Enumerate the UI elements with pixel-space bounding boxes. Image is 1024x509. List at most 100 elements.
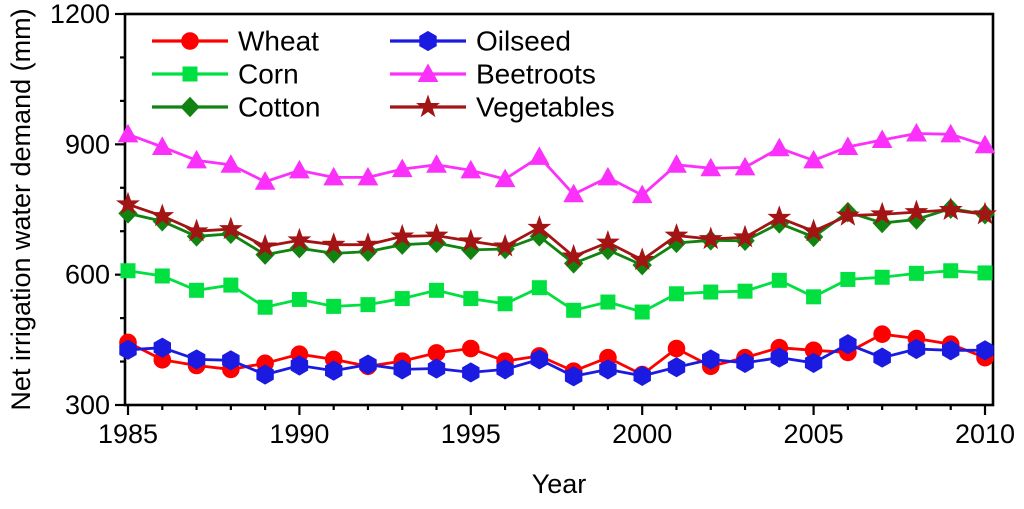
- series-oilseed-point: [153, 337, 171, 358]
- series-corn-point: [908, 265, 924, 281]
- series-beetroots-point: [289, 159, 310, 179]
- series-vegetables-point: [150, 203, 175, 227]
- series-corn-point: [634, 304, 650, 320]
- series-oilseed-point: [804, 352, 823, 373]
- series-oilseed-point: [496, 359, 514, 380]
- y-axis-title: Net irrigation water demand (mm): [6, 8, 36, 410]
- series-oilseed-point: [427, 358, 446, 379]
- y-tick-label: 900: [65, 129, 110, 159]
- series-beetroots-point: [631, 184, 653, 204]
- series-vegetables-point: [527, 215, 552, 238]
- series-wheat-point: [462, 339, 480, 358]
- legend-label: Beetroots: [476, 59, 596, 90]
- series-vegetables-point: [424, 223, 449, 246]
- legend-marker-triangle-icon: [417, 63, 439, 82]
- series-oilseed-point: [839, 334, 857, 355]
- series-oilseed-point: [736, 352, 754, 373]
- y-axis: 300 600 900 1200: [50, 0, 125, 420]
- series-oilseed-point: [770, 347, 788, 368]
- x-tick-label: 1995: [441, 419, 501, 449]
- series-corn-point: [223, 277, 239, 293]
- series-oilseed-point: [633, 365, 651, 386]
- legend-item-oilseed: Oilseed: [390, 26, 571, 57]
- series-corn-point: [703, 284, 719, 300]
- series-beetroots-line: [127, 132, 986, 197]
- legend-marker-diamond-icon: [180, 96, 200, 118]
- series-vegetables-point: [698, 226, 723, 250]
- series-vegetables-point: [630, 247, 655, 271]
- series-beetroots-point: [734, 156, 756, 176]
- series-vegetables-point: [870, 201, 895, 225]
- series-beetroots-point: [563, 183, 584, 203]
- series-vegetables-point: [458, 228, 483, 252]
- legend-item-corn: Corn: [152, 59, 299, 90]
- series-beetroots-point: [940, 123, 962, 143]
- series-beetroots: [117, 122, 996, 204]
- series-vegetables-point: [390, 223, 415, 247]
- series-corn-point: [977, 265, 993, 281]
- series-vegetables-point: [938, 197, 963, 221]
- series-oilseed-point: [256, 364, 274, 385]
- series-beetroots-point: [906, 122, 927, 142]
- series-corn-point: [874, 269, 890, 285]
- series-vegetables-point: [801, 218, 826, 242]
- series-beetroots-point: [460, 159, 482, 179]
- legend-label: Vegetables: [476, 92, 615, 123]
- y-tick-label: 1200: [50, 0, 110, 29]
- series-beetroots-point: [871, 129, 893, 148]
- series-corn-point: [668, 286, 684, 302]
- series-vegetables-point: [218, 216, 243, 240]
- series-corn-point: [429, 282, 445, 298]
- x-tick-label: 2000: [612, 419, 672, 449]
- series-oilseed-point: [942, 340, 960, 361]
- series-corn-point: [154, 268, 170, 284]
- series-corn-point: [497, 296, 513, 312]
- series-oilseed-point: [599, 359, 617, 380]
- series-oilseed-point: [564, 366, 583, 387]
- x-tick-label: 1985: [98, 419, 158, 449]
- x-tick-label: 1990: [269, 419, 329, 449]
- legend-marker-square-icon: [182, 66, 198, 82]
- legend-item-cotton: Cotton: [152, 92, 321, 123]
- series-vegetables: [116, 191, 997, 271]
- series-corn-point: [737, 283, 753, 299]
- series-oilseed-point: [702, 349, 720, 370]
- series-cotton: [118, 198, 995, 276]
- series-vegetables-point: [356, 232, 380, 255]
- series-beetroots-point: [529, 146, 550, 165]
- legend-marker-circle-icon: [181, 32, 199, 50]
- legend-item-beetroots: Beetroots: [390, 59, 596, 90]
- series-corn: [120, 263, 993, 320]
- series-corn-point: [360, 297, 376, 313]
- legend-marker-star-icon: [416, 94, 440, 118]
- series-beetroots-point: [768, 137, 790, 157]
- x-tick-label: 2010: [955, 419, 1015, 449]
- x-axis-title: Year: [532, 469, 587, 499]
- legend-marker-hexagon-icon: [419, 30, 437, 52]
- series-corn-point: [326, 298, 342, 314]
- legend-item-vegetables: Vegetables: [390, 92, 615, 123]
- series-beetroots-point: [254, 171, 276, 190]
- series-corn-point: [394, 291, 410, 307]
- series-vegetables-point: [493, 233, 517, 257]
- series-beetroots-point: [151, 136, 173, 155]
- series-oilseed-point: [325, 360, 343, 381]
- legend-label: Oilseed: [476, 26, 571, 57]
- series-corn-point: [771, 272, 787, 288]
- series-beetroots-point: [666, 154, 687, 173]
- series-corn-point: [257, 299, 273, 315]
- x-tick-label: 2005: [784, 419, 844, 449]
- series-beetroots-point: [974, 134, 996, 154]
- series-oilseed-point: [222, 350, 240, 371]
- series-oilseed-point: [976, 340, 994, 361]
- series-beetroots-point: [494, 168, 516, 188]
- series-corn-point: [600, 294, 616, 310]
- legend-label: Cotton: [238, 92, 321, 123]
- series-vegetables-point: [835, 203, 860, 226]
- series-beetroots-point: [186, 149, 207, 169]
- series-corn-point: [291, 291, 307, 307]
- series-corn-point: [189, 282, 205, 298]
- y-tick-label: 600: [65, 260, 110, 290]
